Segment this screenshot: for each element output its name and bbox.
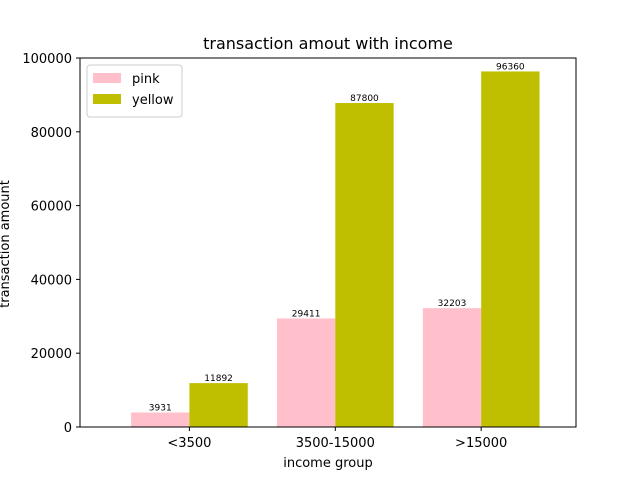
y-tick-label: 100000: [22, 52, 72, 67]
plot-frame: [79, 57, 577, 428]
bar-pink-0: [131, 412, 190, 427]
y-axis-label: transaction amount: [0, 180, 13, 308]
x-tick-label: <3500: [167, 436, 211, 451]
y-tick-label: 60000: [31, 200, 72, 215]
y-tick-label: 40000: [31, 273, 72, 288]
data-labels: 3931 29411 32203 11892 87800 96360: [149, 62, 525, 413]
x-tick-label: 3500-15000: [296, 436, 375, 451]
legend-swatch-pink: [93, 73, 121, 83]
data-label-pink-2: 32203: [438, 299, 467, 309]
data-label-yellow-1: 87800: [350, 94, 379, 104]
legend: pink yellow: [86, 64, 183, 118]
x-tick-label: >15000: [455, 436, 507, 451]
legend-label-yellow: yellow: [132, 93, 174, 108]
bar-yellow-0: [189, 383, 248, 427]
data-label-pink-1: 29411: [292, 309, 321, 319]
chart-title: transaction amout with income: [203, 34, 453, 53]
x-axis: <3500 3500-15000 >15000: [167, 427, 507, 451]
data-label-pink-0: 3931: [149, 403, 172, 413]
data-label-yellow-0: 11892: [204, 374, 233, 384]
y-tick-label: 0: [64, 421, 72, 436]
bar-pink-1: [276, 318, 336, 427]
data-label-yellow-2: 96360: [496, 62, 525, 72]
legend-swatch-yellow: [93, 94, 121, 104]
y-tick-label: 80000: [31, 126, 72, 141]
plot-area: [131, 71, 540, 427]
legend-label-pink: pink: [132, 72, 160, 87]
y-tick-label: 20000: [31, 347, 72, 362]
x-axis-label: income group: [283, 456, 373, 471]
y-axis: 0 20000 40000 60000 80000 100000: [22, 52, 80, 436]
bar-pink-2: [422, 308, 482, 427]
bar-yellow-2: [481, 71, 540, 427]
bar-yellow-1: [335, 103, 394, 427]
